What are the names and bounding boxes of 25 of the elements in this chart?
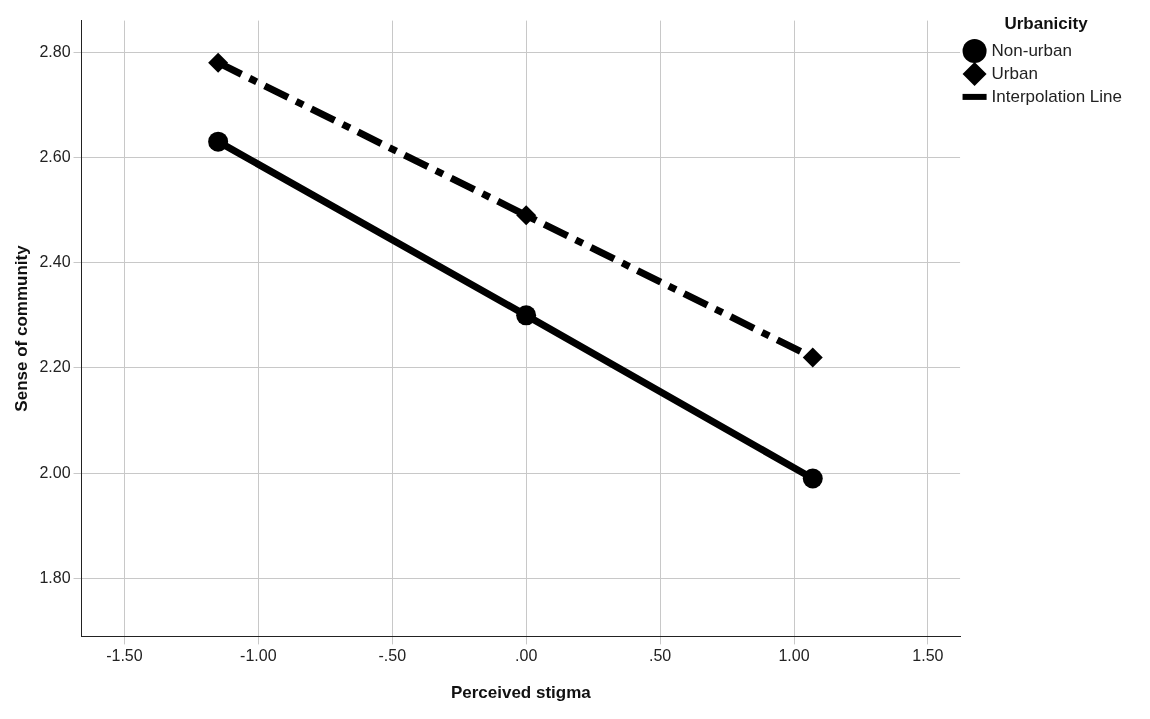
x-tick-label: 1.50 [912,647,944,665]
y-tick-label: 2.00 [39,463,71,481]
x-tick-label: -1.50 [106,647,143,665]
x-tick-label: .00 [515,647,538,665]
x-tick-label: -1.00 [240,647,277,665]
point [516,305,537,326]
point [208,131,229,152]
text: Interpolation Line [991,86,1123,106]
y-tick-label: 2.40 [39,253,71,271]
point [802,347,823,368]
x-axis-title: Perceived stigma [450,683,592,703]
legend-title: Urbanicity [1004,14,1089,34]
x-tick-label: .50 [648,647,672,665]
y-tick-label: 2.80 [39,42,71,60]
x-tick-label: 1.00 [778,647,810,665]
y-tick-label: 2.20 [39,358,71,376]
legend-label: Non-urban [991,40,1072,60]
point [516,205,537,226]
point [802,468,823,489]
y-tick-label: 1.80 [39,568,71,586]
y-tick-label: 2.60 [39,147,71,165]
point [208,52,229,73]
x-tick-label: -.50 [378,647,407,665]
legend-label: Urban [991,63,1038,83]
y-axis-title: Sense of community [11,244,31,412]
